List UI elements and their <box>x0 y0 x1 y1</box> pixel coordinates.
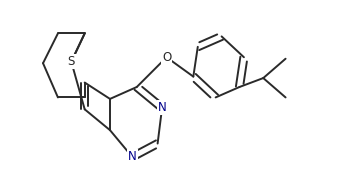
Text: N: N <box>128 151 137 163</box>
Text: S: S <box>68 55 75 68</box>
Text: O: O <box>162 51 171 64</box>
Text: N: N <box>158 101 167 114</box>
